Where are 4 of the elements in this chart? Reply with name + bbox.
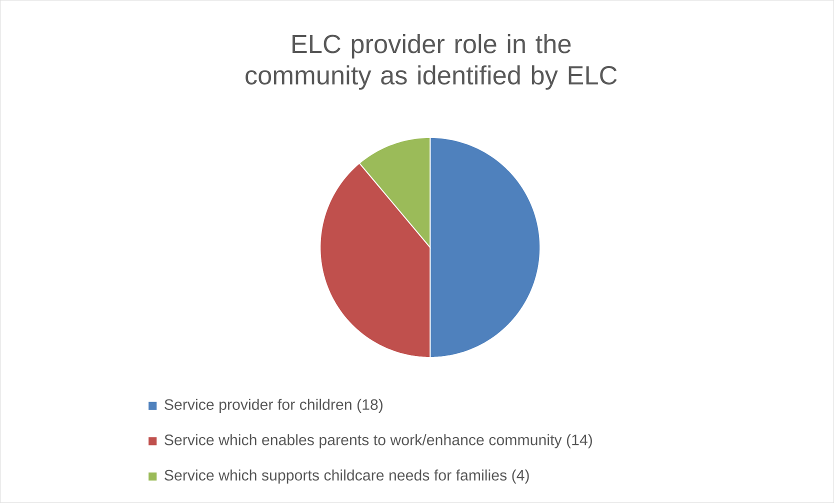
legend-label: Service which enables parents to work/enhance community (14) xyxy=(164,434,592,448)
chart-title: ELC provider role in the community as identified by ELC xyxy=(246,34,617,90)
legend-label: Service which supports childcare needs for families (4) xyxy=(164,469,529,484)
legend-label: Service provider for children (18) xyxy=(164,398,382,413)
